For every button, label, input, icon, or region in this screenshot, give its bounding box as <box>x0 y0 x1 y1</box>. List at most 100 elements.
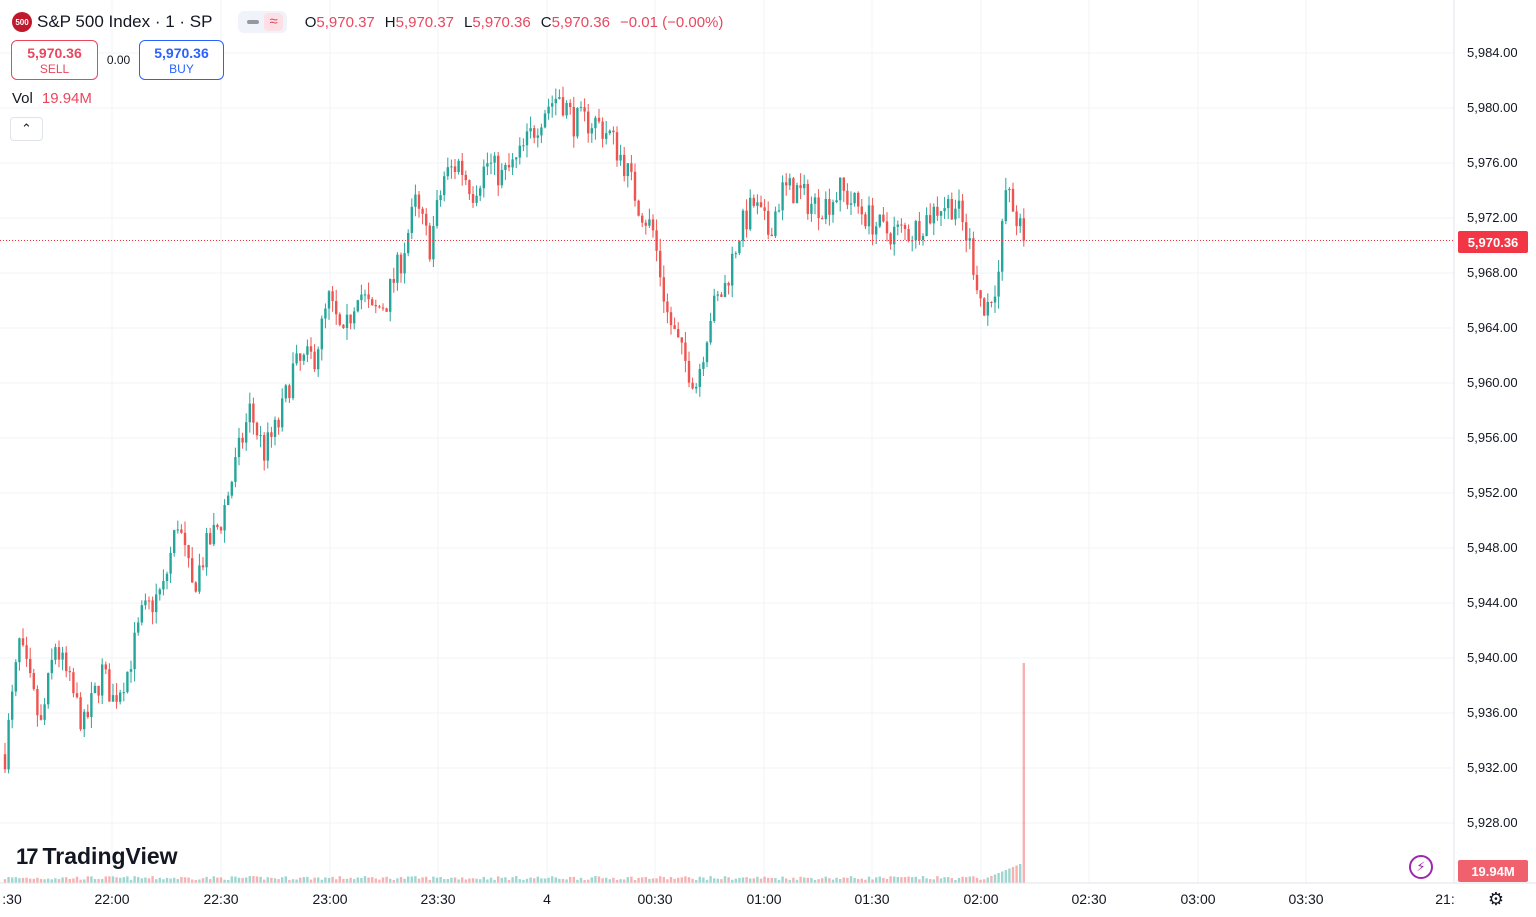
candle-body <box>72 672 75 694</box>
volume-bar <box>507 879 511 883</box>
candle-body <box>479 188 482 196</box>
volume-bar <box>443 879 446 883</box>
volume-bar <box>482 876 485 883</box>
volume-bar <box>288 879 291 883</box>
volume-bar <box>569 876 572 883</box>
volume-bar <box>817 879 820 883</box>
time-axis-label: 23:30 <box>420 891 456 907</box>
buy-button[interactable]: 5,970.36 BUY <box>139 40 224 80</box>
volume-bar <box>972 876 975 883</box>
volume-bar <box>741 877 745 883</box>
candle-body <box>561 97 565 116</box>
candle-body <box>536 135 539 138</box>
candle-body <box>158 589 161 595</box>
candle-body <box>590 128 593 134</box>
volume-bar <box>990 876 993 883</box>
volume-bar <box>968 876 971 883</box>
volume-bar <box>713 878 716 883</box>
volume-bar <box>176 879 179 883</box>
volume-bar <box>882 877 885 883</box>
candle-body <box>806 183 809 214</box>
volume-bar <box>407 876 410 883</box>
candle-body <box>39 715 43 720</box>
candle-body <box>576 108 579 137</box>
time-axis-label: 03:30 <box>1288 891 1324 907</box>
volume-bar <box>338 876 341 883</box>
volume-bar <box>875 877 878 883</box>
candle-body <box>425 213 428 226</box>
candle-body <box>414 194 417 207</box>
candle-body <box>554 98 557 104</box>
time-axis-label: 01:30 <box>854 891 890 907</box>
volume-bar <box>522 879 525 883</box>
time-axis-label: 22:00 <box>94 891 130 907</box>
volume-bar <box>839 879 842 883</box>
candle-body <box>993 296 997 303</box>
volume-bar <box>335 879 338 883</box>
volume-legend[interactable]: Vol 19.94M <box>12 90 92 107</box>
chevron-up-icon[interactable]: ⌃ <box>10 117 43 141</box>
candle-body <box>1015 211 1018 227</box>
volume-bar <box>205 876 208 883</box>
volume-bar <box>216 877 219 883</box>
volume-bar <box>137 877 140 883</box>
candle-body <box>918 221 921 240</box>
volume-bar <box>842 877 845 883</box>
volume-bar <box>684 876 687 883</box>
volume-bar <box>943 877 946 883</box>
candle-body <box>435 200 439 226</box>
candle-body <box>342 324 345 328</box>
candle-body <box>774 211 777 237</box>
volume-bar <box>687 877 691 883</box>
symbol-title[interactable]: S&P 500 Index · 1 · SP <box>37 12 213 31</box>
lightning-icon[interactable]: ⚡ <box>1409 855 1433 879</box>
volume-bar <box>158 877 161 883</box>
sell-button[interactable]: 5,970.36 SELL <box>11 40 98 80</box>
tradingview-logo[interactable]: 17 TradingView <box>16 843 178 869</box>
price-axis-label: 5,936.00 <box>1467 705 1518 720</box>
candle-body <box>295 353 298 364</box>
volume-bar <box>446 878 449 883</box>
candle-body <box>227 495 230 506</box>
candle-body <box>1004 190 1007 222</box>
candle-body <box>943 208 946 212</box>
volume-bar <box>551 876 554 883</box>
candle-body <box>954 208 957 220</box>
time-axis-label: 02:00 <box>963 891 999 907</box>
candle-body <box>947 199 950 209</box>
volume-bar <box>378 879 381 883</box>
minus-icon[interactable] <box>247 20 260 24</box>
volume-bar <box>122 877 125 883</box>
price-axis-label: 5,948.00 <box>1467 540 1518 555</box>
volume-bar <box>129 879 133 883</box>
candle-body <box>713 295 716 322</box>
candle-body <box>180 529 183 533</box>
candle-body <box>57 647 61 660</box>
candle-body <box>749 197 752 230</box>
candle-body <box>659 250 662 278</box>
volume-bar <box>263 879 266 883</box>
volume-bar <box>857 879 860 883</box>
approx-icon[interactable]: ≈ <box>264 13 283 31</box>
time-axis-label: 02:30 <box>1071 891 1107 907</box>
volume-bar <box>900 877 903 883</box>
volume-bar <box>453 877 457 883</box>
candle-body <box>709 321 712 343</box>
symbol-logo-icon[interactable]: 500 <box>12 12 32 32</box>
compare-toggle[interactable]: ≈ <box>238 11 287 33</box>
volume-bar <box>133 876 136 883</box>
volume-bar <box>486 879 489 883</box>
settings-gear-icon[interactable]: ⚙ <box>1487 888 1505 909</box>
candle-body <box>482 166 485 189</box>
candle-body <box>302 354 305 361</box>
volume-bar <box>353 879 356 883</box>
volume-bar <box>360 877 363 883</box>
price-axis-label: 5,980.00 <box>1467 100 1518 115</box>
candle-body <box>529 128 532 132</box>
candle-body <box>313 351 316 370</box>
candle-body <box>864 214 867 227</box>
candle-body <box>615 132 619 161</box>
candle-body <box>522 145 525 147</box>
candle-body <box>795 185 799 204</box>
